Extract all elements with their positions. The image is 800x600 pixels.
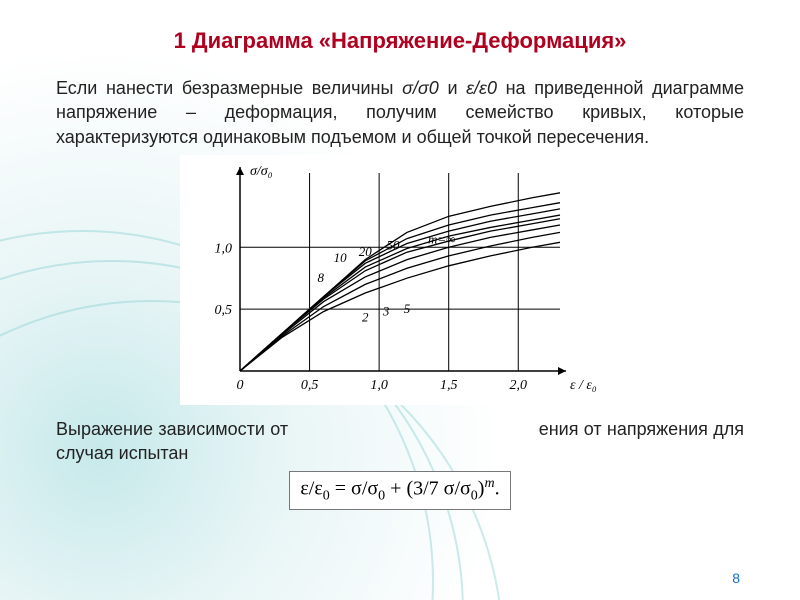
- svg-text:0: 0: [237, 378, 244, 393]
- svg-text:20: 20: [359, 244, 373, 259]
- svg-text:m=∞: m=∞: [428, 231, 455, 246]
- svg-text:1,5: 1,5: [440, 378, 458, 393]
- sigma-ratio: σ/σ0: [402, 78, 439, 98]
- svg-text:8: 8: [317, 270, 324, 285]
- eps-ratio: ε/ε0: [466, 78, 497, 98]
- svg-text:3: 3: [382, 303, 390, 318]
- paragraph-text: Если нанести безразмерные величины: [56, 78, 402, 98]
- svg-text:2,0: 2,0: [510, 378, 528, 393]
- svg-text:10: 10: [334, 250, 348, 265]
- equation-box: ε/ε0 = σ/σ0 + (3/7 σ/σ0)m.: [289, 471, 510, 510]
- paragraph-text: и: [439, 78, 466, 98]
- svg-text:50: 50: [387, 238, 401, 253]
- paragraph-text: Выражение зависимости от: [56, 419, 288, 439]
- svg-text:2: 2: [362, 309, 369, 324]
- svg-text:0,5: 0,5: [301, 378, 319, 393]
- svg-text:1,0: 1,0: [370, 378, 388, 393]
- stress-strain-chart: 0 0,5 1,0 1,5 2,0 0,5 1,0 ε / ε₀ σ/σ₀ 235 8 10 20 50 m…: [180, 155, 620, 405]
- secondary-paragraph: Выражение зависимости от ения от напряже…: [56, 417, 744, 466]
- svg-text:5: 5: [404, 301, 411, 316]
- svg-text:ε / ε₀: ε / ε₀: [570, 378, 597, 393]
- page-number: 8: [732, 570, 740, 586]
- svg-text:0,5: 0,5: [215, 303, 233, 318]
- svg-text:σ/σ₀: σ/σ₀: [250, 164, 273, 179]
- slide-title: 1 Диаграмма «Напряжение-Деформация»: [56, 28, 744, 54]
- svg-text:1,0: 1,0: [215, 241, 233, 256]
- main-paragraph: Если нанести безразмерные величины σ/σ0 …: [56, 76, 744, 149]
